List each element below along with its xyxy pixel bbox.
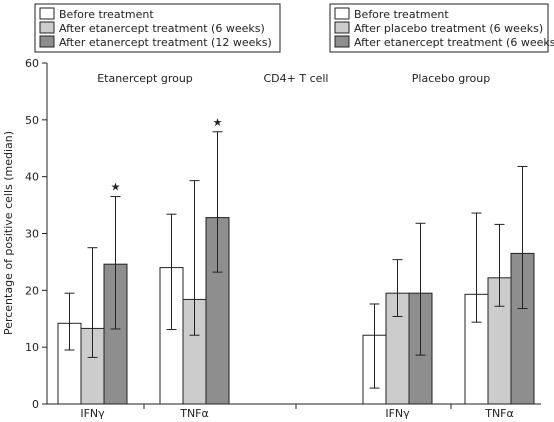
legend-label: Before treatment	[59, 8, 154, 21]
legend-swatch	[39, 7, 55, 20]
bars: ★★	[57, 116, 535, 405]
annotation-right-group: Placebo group	[412, 72, 490, 85]
legend-label: After etanercept treatment (6 weeks)	[354, 36, 554, 49]
y-tick-label: 40	[25, 171, 39, 184]
annotation-center: CD4+ T cell	[263, 72, 328, 85]
y-tick-label: 60	[25, 57, 39, 70]
legend-label: After etanercept treatment (6 weeks)	[59, 22, 265, 35]
y-axis-label: Percentage of positive cells (median)	[2, 131, 15, 335]
legend-label: Before treatment	[354, 8, 449, 21]
legend-swatch	[334, 7, 350, 20]
legend-swatch	[39, 35, 55, 48]
legend-box	[34, 3, 281, 53]
annotation-left-group: Etanercept group	[97, 72, 193, 85]
significance-star: ★	[213, 116, 223, 129]
y-tick-label: 0	[32, 398, 39, 411]
y-tick-label: 30	[25, 228, 39, 241]
legend-box	[329, 3, 549, 53]
legend-swatch	[334, 35, 350, 48]
legend-label: After etanercept treatment (12 weeks)	[59, 36, 272, 49]
y-tick-label: 50	[25, 114, 39, 127]
legend-swatch	[334, 21, 350, 34]
legend-swatch	[39, 21, 55, 34]
y-tick-label: 20	[25, 284, 39, 297]
labels: IFNγ TNFα IFNγ TNFα	[80, 407, 513, 420]
axes: 0 10 20 30 40 50 60	[25, 57, 541, 411]
x-tick-label: IFNγ	[385, 407, 410, 420]
x-tick-label: TNFα	[484, 407, 514, 420]
significance-star: ★	[111, 181, 121, 194]
y-tick-label: 10	[25, 341, 39, 354]
x-tick-label: TNFα	[179, 407, 209, 420]
legend-label: After placebo treatment (6 weeks)	[354, 22, 543, 35]
x-tick-label: IFNγ	[80, 407, 105, 420]
